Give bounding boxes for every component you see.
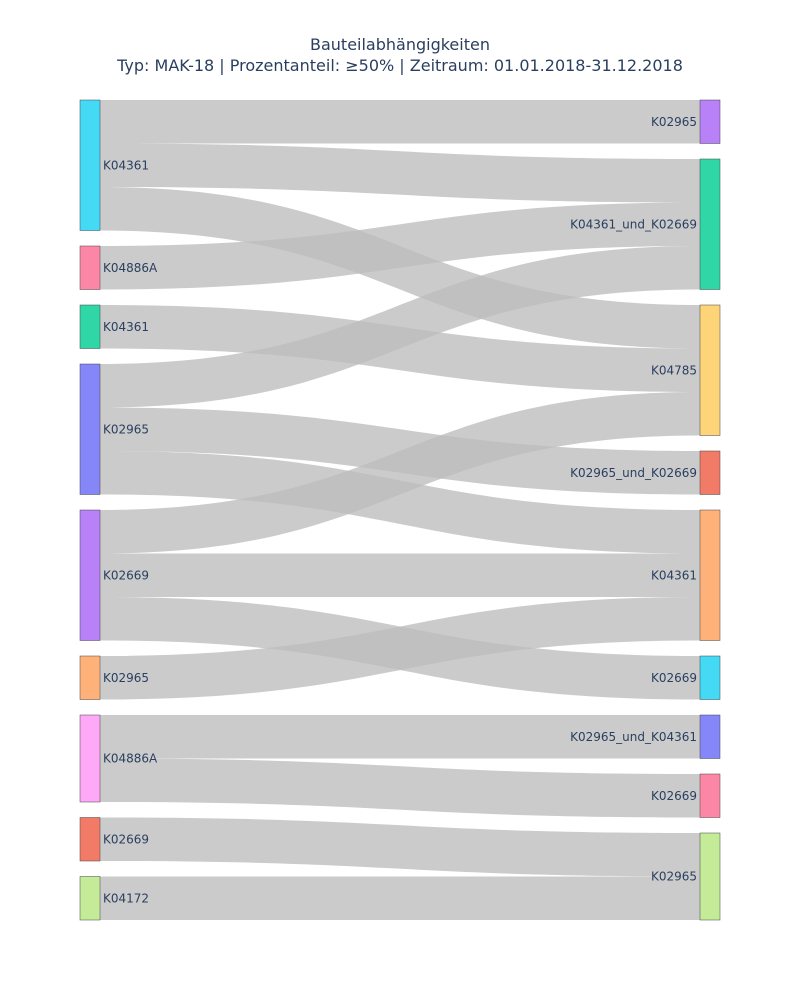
- sankey-nodes: [79, 99, 721, 921]
- sankey-link[interactable]: [100, 715, 700, 759]
- sankey-link[interactable]: [100, 143, 700, 203]
- source-node[interactable]: [79, 817, 101, 862]
- sankey-link[interactable]: [100, 597, 700, 700]
- sankey-link[interactable]: [100, 100, 700, 144]
- chart-subtitle: Typ: MAK-18 | Prozentanteil: ≥50% | Zeit…: [117, 56, 683, 75]
- source-node[interactable]: [79, 714, 101, 803]
- source-node-label: K02669: [103, 568, 149, 582]
- source-node-label: K02669: [103, 832, 149, 846]
- target-node-label: K02965_und_K02669: [570, 466, 697, 480]
- target-node-label: K02965_und_K04361: [570, 730, 697, 744]
- source-node-label: K04361: [103, 320, 149, 334]
- sankey-link[interactable]: [100, 451, 700, 554]
- target-node-label: K04361: [651, 568, 697, 582]
- source-node[interactable]: [79, 304, 101, 349]
- sankey-link[interactable]: [100, 553, 700, 598]
- source-node[interactable]: [79, 99, 101, 231]
- sankey-link[interactable]: [100, 202, 700, 290]
- target-node[interactable]: [699, 158, 721, 290]
- target-node-label: K04361_und_K02669: [570, 217, 697, 231]
- target-node[interactable]: [699, 99, 721, 144]
- source-node-label: K04361: [103, 158, 149, 172]
- sankey-labels: K04361 K04886A K04361 K02965 K02669 K02965 K04…: [103, 115, 697, 906]
- chart-title: Bauteilabhängigkeiten: [310, 35, 490, 54]
- target-node-label: K02965: [651, 115, 697, 129]
- target-node-label: K02965: [651, 870, 697, 884]
- target-node[interactable]: [699, 832, 721, 921]
- source-node-label: K02965: [103, 671, 149, 685]
- source-node[interactable]: [79, 876, 101, 921]
- sankey-link[interactable]: [100, 758, 700, 818]
- target-node-label: K02669: [651, 671, 697, 685]
- source-node[interactable]: [79, 655, 101, 700]
- target-node[interactable]: [699, 509, 721, 641]
- sankey-link[interactable]: [100, 817, 700, 877]
- chart-title-block: Bauteilabhängigkeiten Typ: MAK-18 | Proz…: [0, 34, 800, 76]
- source-node-label: K02965: [103, 422, 149, 436]
- source-node-label: K04886A: [103, 261, 158, 275]
- sankey-link[interactable]: [100, 246, 700, 408]
- target-node[interactable]: [699, 450, 721, 495]
- sankey-links: [100, 100, 700, 920]
- source-node[interactable]: [79, 509, 101, 641]
- target-node-label: K04785: [651, 363, 697, 377]
- target-node-label: K02669: [651, 789, 697, 803]
- source-node-label: K04886A: [103, 752, 158, 766]
- target-node[interactable]: [699, 714, 721, 759]
- source-node-label: K04172: [103, 891, 149, 905]
- target-node[interactable]: [699, 304, 721, 436]
- target-node[interactable]: [699, 773, 721, 818]
- sankey-link[interactable]: [100, 876, 700, 921]
- target-node[interactable]: [699, 655, 721, 700]
- source-node[interactable]: [79, 245, 101, 290]
- source-node[interactable]: [79, 363, 101, 495]
- sankey-link[interactable]: [100, 392, 700, 554]
